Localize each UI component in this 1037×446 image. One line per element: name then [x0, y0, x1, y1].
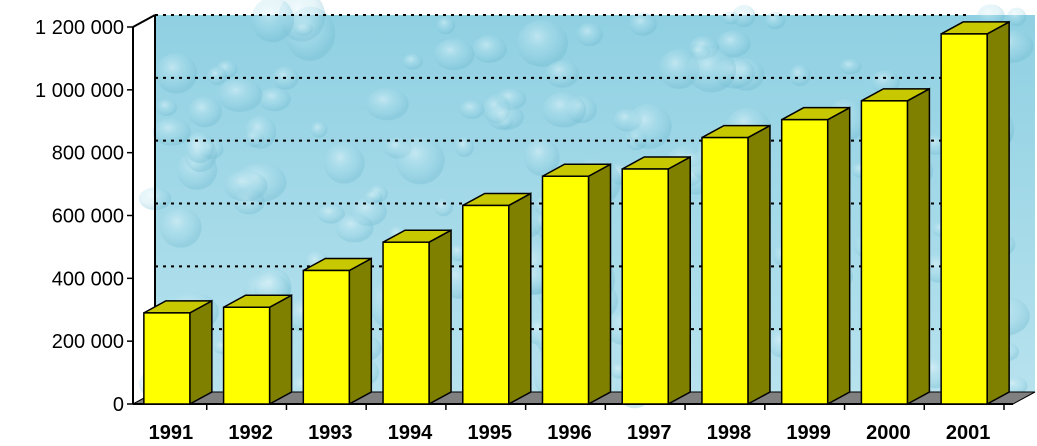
droplet — [658, 49, 700, 89]
droplet — [687, 47, 737, 93]
droplet — [524, 138, 560, 177]
bar-front — [780, 118, 829, 405]
droplet — [789, 64, 811, 87]
x-tick-label: 1997 — [627, 422, 672, 444]
y-axis-depth-line — [132, 14, 156, 28]
bars — [143, 20, 1010, 406]
droplet — [251, 0, 295, 43]
bar-side — [587, 162, 612, 406]
bar-front — [541, 175, 590, 405]
droplet — [365, 88, 409, 121]
droplet — [156, 99, 178, 116]
droplet — [217, 78, 263, 112]
bar-side — [826, 106, 851, 406]
droplet — [472, 35, 507, 63]
droplet — [434, 198, 453, 217]
bar-front — [701, 136, 749, 405]
y-axis-ticks: 0 200 000 400 000 600 000 800 000 1 000 000 1 … — [35, 17, 133, 416]
bar-front — [860, 100, 909, 405]
droplet — [310, 121, 328, 138]
x-tick-label: 1999 — [786, 422, 831, 444]
bar-front — [462, 204, 510, 405]
droplet — [764, 11, 786, 30]
y-tick-label: 1 000 000 — [35, 80, 124, 102]
bar-1998 — [701, 124, 771, 406]
droplet — [433, 38, 475, 71]
droplet — [545, 60, 579, 88]
droplet — [152, 117, 192, 146]
droplet — [335, 214, 374, 243]
droplet — [364, 190, 383, 204]
bar-1995 — [462, 192, 532, 406]
bar-front — [621, 168, 669, 405]
droplet — [626, 103, 672, 149]
y-tick-label: 0 — [113, 394, 124, 416]
bar-1993 — [302, 257, 373, 406]
droplet — [459, 100, 485, 119]
y-tick-label: 800 000 — [52, 143, 124, 165]
bar-side — [268, 293, 293, 406]
x-tick-label: 1994 — [388, 422, 433, 444]
droplet — [323, 143, 365, 184]
x-axis-labels: 1991 1992 1993 1994 1995 1996 1997 1998 1999 2000… — [149, 404, 1005, 444]
bar-side — [747, 124, 771, 406]
bar-side — [906, 87, 931, 406]
droplet — [436, 16, 456, 35]
droplet — [244, 115, 277, 149]
x-tick-label: 1995 — [468, 422, 513, 444]
bar-side — [508, 192, 532, 406]
droplet — [207, 66, 227, 85]
droplet — [629, 12, 657, 36]
droplet — [542, 92, 587, 128]
bar-1994 — [382, 228, 452, 406]
bar-2001 — [940, 20, 1010, 406]
bar-front — [143, 312, 191, 405]
droplet — [185, 132, 215, 164]
droplet — [1006, 7, 1027, 27]
bar-side — [189, 299, 213, 406]
y-tick-label: 400 000 — [52, 268, 124, 290]
droplet — [396, 136, 445, 185]
bar-side — [667, 155, 691, 406]
droplet — [486, 104, 524, 131]
droplet — [155, 52, 198, 94]
droplet — [576, 22, 603, 47]
x-tick-label: 1993 — [308, 422, 353, 444]
y-tick-label: 200 000 — [52, 331, 124, 353]
bar-1991 — [143, 299, 213, 406]
bar-front — [302, 269, 351, 405]
bar-side — [348, 257, 373, 406]
droplet — [258, 87, 291, 112]
x-tick-label: 1992 — [228, 422, 273, 444]
x-tick-label: 1991 — [149, 422, 194, 444]
droplet — [732, 5, 756, 28]
droplet — [188, 96, 222, 128]
bar-front — [382, 241, 430, 405]
bar-front — [222, 306, 271, 405]
x-tick-label: 2001 — [946, 422, 991, 444]
bar-front — [940, 33, 988, 405]
droplet — [839, 58, 862, 75]
bar-side — [986, 20, 1010, 406]
droplet — [716, 30, 751, 58]
x-tick-label: 1998 — [707, 422, 752, 444]
droplet — [455, 136, 474, 158]
bar-side — [428, 228, 452, 406]
y-tick-label: 600 000 — [52, 206, 124, 228]
x-tick-label: 2000 — [866, 422, 911, 444]
bar-1999 — [780, 106, 851, 406]
x-tick-label: 1996 — [547, 422, 592, 444]
droplet — [516, 19, 568, 67]
y-tick-label: 1 200 000 — [35, 17, 124, 39]
droplet — [317, 204, 345, 224]
droplet — [224, 170, 268, 202]
bar-1997 — [621, 155, 691, 406]
bar-1992 — [222, 293, 293, 406]
droplet — [160, 207, 202, 248]
droplet — [402, 53, 423, 70]
bar-1996 — [541, 162, 612, 406]
bar-2000 — [860, 87, 931, 406]
